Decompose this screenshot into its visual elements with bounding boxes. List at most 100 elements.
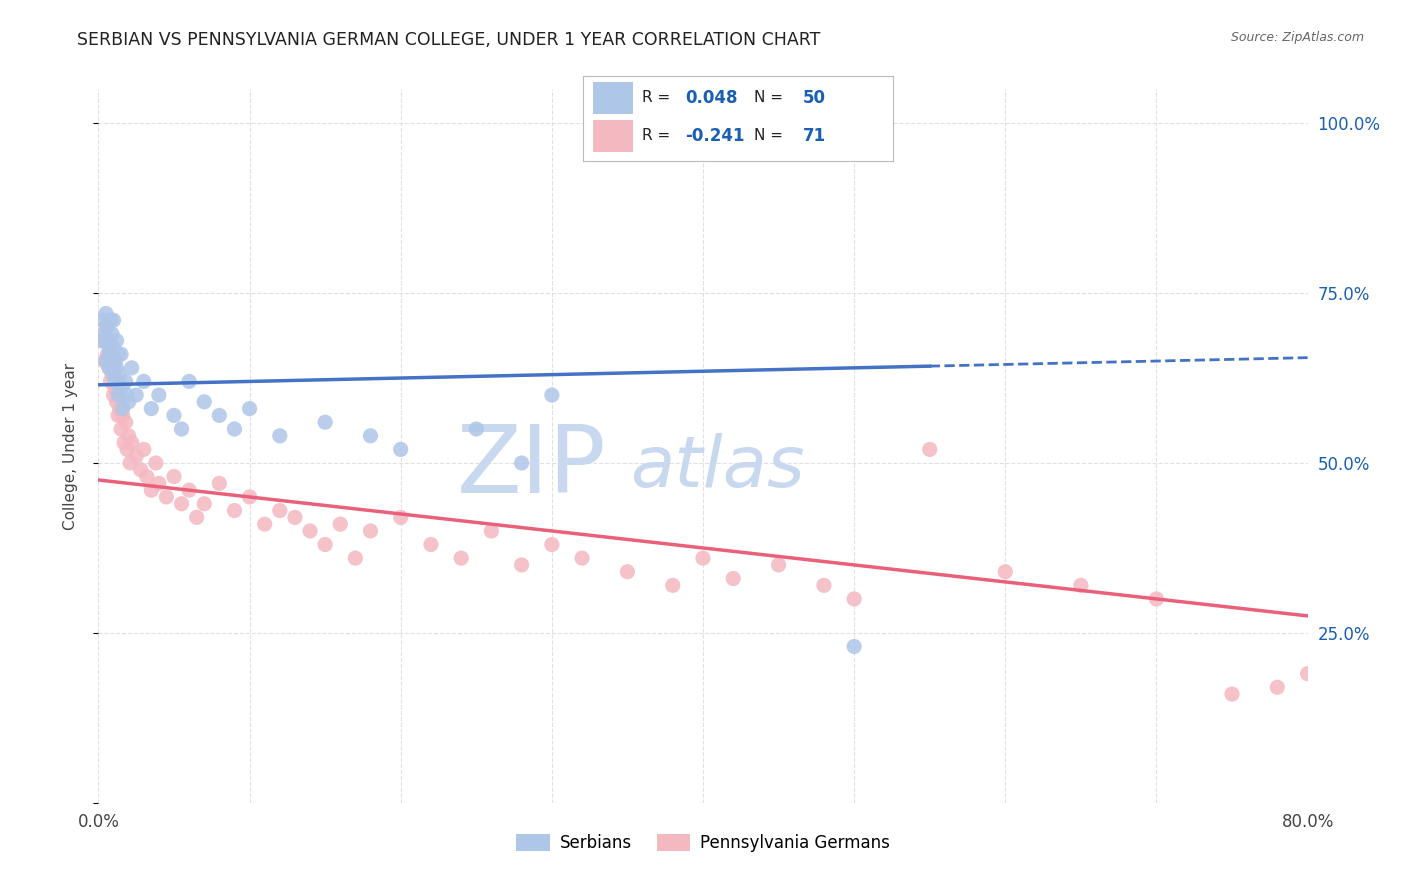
Point [813,578,835,592]
Point [135,469,157,483]
Point [104,375,127,389]
Point [114,415,136,429]
Point [114,375,136,389]
Point [193,394,215,409]
Point [450,551,472,566]
Point [125,388,148,402]
Point [344,551,367,566]
Point [179,483,201,498]
Point [108,401,131,416]
Point [510,558,533,572]
Text: N =: N = [754,128,787,144]
Point [145,456,167,470]
Bar [593,82,633,114]
Point [111,409,134,423]
Text: N =: N = [754,90,787,105]
Point [94,306,117,320]
Text: 50: 50 [803,89,827,107]
Point [101,326,124,341]
Point [132,442,155,457]
Point [269,503,291,517]
Text: ZIP: ZIP [457,421,606,514]
Point [723,572,745,586]
Point [314,537,336,551]
Point [94,320,117,334]
Point [360,524,382,538]
Point [110,381,132,395]
Text: Source: ZipAtlas.com: Source: ZipAtlas.com [1230,31,1364,45]
Point [104,354,127,368]
Point [118,394,141,409]
Point [110,422,132,436]
Point [616,565,638,579]
Y-axis label: College, Under 1 year: College, Under 1 year [63,362,77,530]
Point [692,551,714,566]
Point [121,360,143,375]
Point [389,442,412,457]
Point [208,409,231,423]
Point [269,429,291,443]
Text: atlas: atlas [630,433,806,502]
Point [465,422,488,436]
Point [105,394,128,409]
Point [104,381,127,395]
Point [118,429,141,443]
Point [120,456,142,470]
Point [571,551,593,566]
Point [100,375,122,389]
Point [155,490,177,504]
Point [1144,591,1167,606]
Point [107,375,129,389]
Point [540,537,562,551]
Point [510,456,533,470]
Point [1267,680,1289,694]
Point [661,578,683,592]
Point [844,591,866,606]
Point [101,354,124,368]
Point [994,565,1017,579]
Point [93,354,115,368]
Point [107,409,129,423]
Point [90,334,112,348]
Point [98,347,121,361]
Bar [593,120,633,152]
Point [111,401,134,416]
Point [94,354,117,368]
Point [96,320,118,334]
Point [107,347,129,361]
Point [100,354,122,368]
Point [91,334,114,348]
Point [98,341,121,355]
Point [91,313,114,327]
Point [132,375,155,389]
Point [105,360,128,375]
Text: -0.241: -0.241 [686,127,745,145]
Text: R =: R = [643,128,675,144]
Point [148,476,170,491]
Point [239,401,262,416]
Point [96,334,118,348]
Point [918,442,941,457]
Point [193,497,215,511]
Point [105,334,128,348]
Point [1220,687,1243,701]
Point [540,388,562,402]
Point [179,375,201,389]
Point [103,368,125,382]
Point [115,442,138,457]
Point [110,347,132,361]
Point [103,341,125,355]
Point [163,469,186,483]
Point [420,537,443,551]
Point [112,435,135,450]
Point [224,503,246,517]
Point [253,517,276,532]
Point [121,435,143,450]
Point [98,360,121,375]
Point [103,388,125,402]
Point [481,524,503,538]
Text: 71: 71 [803,127,827,145]
Point [103,313,125,327]
Point [284,510,307,524]
Point [299,524,322,538]
